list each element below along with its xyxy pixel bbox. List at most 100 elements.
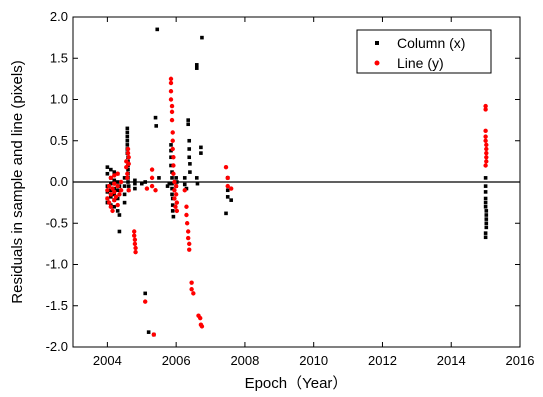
line-y-point (110, 186, 115, 191)
column-x-point (484, 209, 489, 213)
column-x-point (105, 171, 110, 176)
column-x-point (483, 204, 488, 209)
line-y-point (125, 175, 130, 181)
y-tick-label: -1.0 (46, 257, 68, 272)
x-tick-label: 2012 (368, 353, 397, 368)
column-x-point (155, 27, 160, 32)
column-x-point (188, 162, 192, 166)
line-y-point (169, 117, 175, 123)
line-y-point (223, 164, 229, 170)
line-y-point (149, 183, 155, 189)
column-x-point (112, 170, 117, 174)
line-y-point (187, 247, 192, 252)
line-y-point (174, 208, 180, 214)
column-x-point (484, 213, 489, 217)
column-x-point (195, 181, 200, 186)
x-tick-label: 2016 (506, 353, 535, 368)
column-x-point (154, 124, 159, 128)
legend-label-line: Line (y) (397, 55, 444, 71)
column-x-point (199, 145, 203, 150)
line-y-point (106, 183, 112, 189)
line-y-point (117, 192, 122, 197)
column-x-point (483, 200, 488, 205)
column-x-point (186, 118, 190, 122)
line-y-point (483, 163, 488, 168)
line-y-point (191, 291, 196, 296)
column-x-point (184, 186, 189, 191)
column-x-point (483, 231, 488, 235)
line-y-point (483, 138, 488, 143)
column-x-point (484, 221, 489, 226)
column-x-point (125, 130, 130, 135)
x-tick-label: 2008 (230, 353, 259, 368)
line-y-point (168, 76, 174, 82)
line-y-point (112, 181, 117, 186)
y-tick-label: -0.5 (46, 215, 68, 230)
y-axis: -2.0 -1.5 -1.0 -0.5 0.0 0.5 1.0 1.5 2.0 (46, 9, 520, 354)
column-x-point (225, 188, 230, 193)
line-y-point (144, 186, 150, 191)
column-x-point (153, 115, 158, 120)
line-y-point (126, 161, 131, 167)
x-tick-label: 2006 (162, 353, 191, 368)
y-tick-label: 1.0 (50, 92, 68, 107)
line-y-point (112, 173, 117, 178)
line-y-point (124, 164, 129, 170)
column-x-point (115, 209, 120, 213)
line-y-point (105, 188, 110, 193)
column-x-point (229, 198, 233, 202)
column-x-point (125, 126, 130, 131)
x-tick-label: 2014 (437, 353, 466, 368)
line-y-point (484, 150, 489, 156)
line-y-point (484, 142, 489, 148)
column-x-point (483, 190, 488, 194)
column-x-point (165, 184, 170, 188)
column-x-point (170, 192, 174, 197)
column-x-point (484, 217, 489, 221)
column-x-point (125, 138, 130, 143)
column-x-point (109, 181, 113, 186)
line-y-point (118, 188, 124, 193)
column-x-point (174, 176, 178, 180)
column-x-point (126, 167, 130, 172)
column-x-point (169, 143, 173, 147)
line-y-point (125, 146, 131, 152)
y-tick-label: 1.5 (50, 50, 68, 65)
column-x-point (146, 330, 151, 334)
line-y-point (125, 150, 131, 156)
column-x-point (167, 181, 172, 186)
column-x-point (139, 181, 144, 186)
line-y-point (228, 186, 234, 191)
line-y-point (133, 245, 138, 251)
line-y-point (169, 109, 175, 115)
column-x-point (109, 167, 113, 172)
line-y-point (225, 183, 230, 189)
line-y-point (170, 138, 175, 143)
line-y-point (185, 235, 191, 241)
column-x-point (143, 180, 148, 184)
column-x-point (125, 143, 130, 147)
column-x-point (143, 291, 148, 296)
line-y-point (170, 146, 175, 152)
line-y-point (133, 249, 138, 255)
column-x-point (169, 148, 173, 153)
line-y-point (132, 237, 138, 242)
line-y-point (108, 175, 114, 181)
line-y-point (173, 183, 179, 189)
column-x-point (483, 184, 488, 188)
column-x-point (188, 170, 192, 174)
column-x-point (224, 211, 228, 216)
line-y-point (115, 183, 120, 189)
line-y-point (171, 155, 176, 160)
column-x-point (169, 155, 173, 160)
line-y-point (169, 103, 175, 109)
column-x-point (170, 203, 175, 207)
line-y-point (106, 200, 112, 205)
column-x-point (133, 181, 137, 186)
line-y-point (184, 221, 190, 226)
line-y-point (132, 229, 137, 234)
line-y-point (170, 130, 175, 135)
column-x-point (187, 147, 192, 151)
line-y-point (189, 280, 194, 285)
